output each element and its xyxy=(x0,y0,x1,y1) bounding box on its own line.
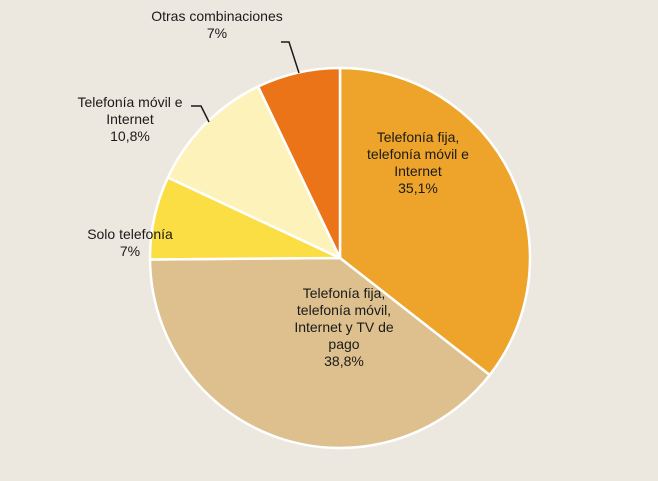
slice-category-label: Telefonía móvil e xyxy=(77,94,182,110)
slice-label-5: Otras combinaciones 7% xyxy=(151,8,283,41)
slice-label-1: Telefonía fija, telefonía móvil e Internet… xyxy=(367,129,469,196)
slice-value-label: 10,8% xyxy=(110,128,150,144)
slice-category-label: telefonía móvil, xyxy=(297,302,391,318)
slice-label-4: Telefonía móvil e Internet 10,8% xyxy=(77,94,182,144)
leader-lines xyxy=(191,41,300,123)
slice-category-label: Telefonía fija, xyxy=(303,285,386,301)
slice-label-2: Telefonía fija, telefonía móvil, Internet … xyxy=(294,285,394,369)
slice-category-label: Telefonía fija, xyxy=(377,129,460,145)
pie-slice-5 xyxy=(256,66,342,260)
leader-otras-combinaciones xyxy=(281,41,300,74)
pie-slice-2 xyxy=(148,256,491,450)
slice-category-label: Otras combinaciones xyxy=(151,8,283,24)
slice-category-label: pago xyxy=(328,336,359,352)
slice-category-label: Internet y TV de xyxy=(294,319,394,335)
pie-slice-4 xyxy=(166,85,342,260)
slice-category-label: Solo telefonía xyxy=(87,226,173,242)
slice-category-label: Internet xyxy=(106,111,154,127)
slice-value-label: 35,1% xyxy=(398,180,438,196)
pie-slices xyxy=(148,66,532,450)
slice-value-label: 38,8% xyxy=(324,353,364,369)
leader-telefonia-movil-internet xyxy=(191,105,210,123)
slice-value-label: 7% xyxy=(207,25,227,41)
slice-category-label: telefonía móvil e xyxy=(367,146,469,162)
slice-label-3: Solo telefonía 7% xyxy=(87,226,173,259)
slice-category-label: Internet xyxy=(394,163,442,179)
slice-labels: Telefonía fija, telefonía móvil e Internet… xyxy=(77,8,469,369)
pie-slice-1 xyxy=(338,66,532,377)
slice-value-label: 7% xyxy=(120,243,140,259)
